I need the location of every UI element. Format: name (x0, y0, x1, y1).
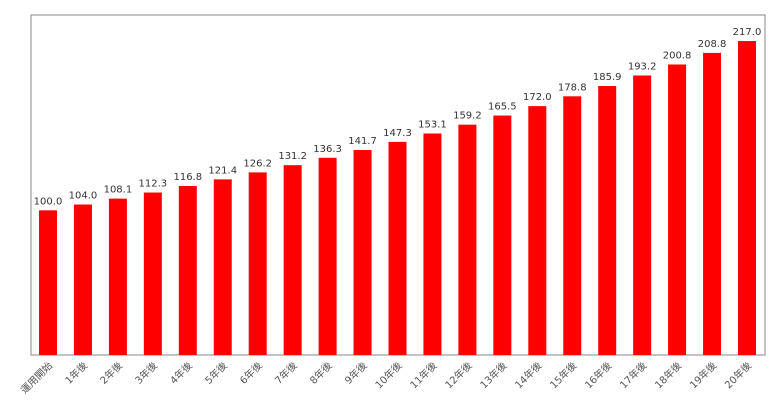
value-labels-layer: 100.0 104.0 108.1 112.3 116.8 121.4 126.2 131.2… (34, 27, 762, 207)
x-tick-label: 18年後 (652, 359, 684, 391)
bar (143, 192, 162, 355)
x-tick-label: 8年後 (307, 359, 335, 387)
bar-value-label: 112.3 (139, 179, 168, 190)
x-tick-label: 12年後 (442, 359, 474, 391)
bar (493, 115, 512, 355)
bar (598, 86, 617, 355)
bars-layer (39, 41, 756, 356)
x-tick-label: 運用開始 (18, 359, 55, 396)
bar (528, 106, 547, 356)
bar-value-label: 121.4 (208, 165, 237, 176)
x-tick-label: 17年後 (617, 359, 649, 391)
x-tick-label: 11年後 (407, 359, 439, 391)
x-tick-label: 13年後 (477, 359, 509, 391)
bar-value-label: 100.0 (34, 196, 63, 207)
bar (283, 165, 302, 355)
bar (458, 124, 477, 355)
x-tick-label: 6年後 (237, 359, 265, 387)
bar-value-label: 126.2 (243, 158, 272, 169)
bar (353, 149, 372, 355)
bar-value-label: 185.9 (593, 72, 622, 83)
bar (108, 198, 127, 355)
bar (213, 179, 232, 355)
x-tick-label: 3年後 (132, 359, 160, 387)
bar (318, 157, 337, 355)
bar (39, 210, 57, 355)
bar-value-label: 108.1 (104, 185, 133, 196)
bar (703, 52, 722, 355)
bar (738, 41, 756, 355)
bar-value-label: 159.2 (453, 111, 482, 122)
bar-value-label: 178.8 (558, 82, 587, 93)
x-tick-label: 10年後 (372, 359, 404, 391)
x-tick-label: 7年後 (272, 359, 300, 387)
x-tick-label: 9年後 (342, 359, 370, 387)
bar-value-label: 131.2 (278, 151, 307, 162)
bar-value-label: 193.2 (628, 61, 657, 72)
bar (633, 75, 652, 355)
bar-value-label: 141.7 (348, 136, 377, 147)
bar (178, 186, 197, 355)
bar-value-label: 147.3 (383, 128, 412, 139)
bar-value-label: 153.1 (418, 119, 447, 130)
bar-value-label: 165.5 (488, 102, 517, 113)
bar (563, 96, 582, 355)
bar-value-label: 208.8 (698, 39, 727, 50)
x-tick-label: 20年後 (722, 359, 754, 391)
bar-value-label: 217.0 (733, 27, 762, 38)
bar-value-label: 104.0 (69, 191, 98, 202)
x-tick-label: 16年後 (582, 359, 614, 391)
bar-value-label: 200.8 (663, 50, 692, 61)
bar-value-label: 136.3 (313, 144, 342, 155)
x-tick-label: 5年後 (202, 359, 230, 387)
bar (73, 204, 92, 355)
x-tick-label: 19年後 (687, 359, 719, 391)
x-tick-label: 14年後 (512, 359, 544, 391)
bar-value-label: 172.0 (523, 92, 552, 103)
bar-value-label: 116.8 (173, 172, 202, 183)
bar (668, 64, 687, 355)
x-tick-label: 1年後 (62, 359, 90, 387)
x-tick-label: 15年後 (547, 359, 579, 391)
x-tick-label: 4年後 (167, 359, 195, 387)
x-tick-label: 2年後 (97, 359, 125, 387)
bar (388, 141, 407, 355)
x-tick-labels-layer: 運用開始 1年後 2年後 3年後 4年後 5年後 6年後 7年後 8年後 9年後 10年後 11年後 1… (18, 359, 754, 396)
bar (423, 133, 442, 355)
bar (248, 172, 267, 355)
